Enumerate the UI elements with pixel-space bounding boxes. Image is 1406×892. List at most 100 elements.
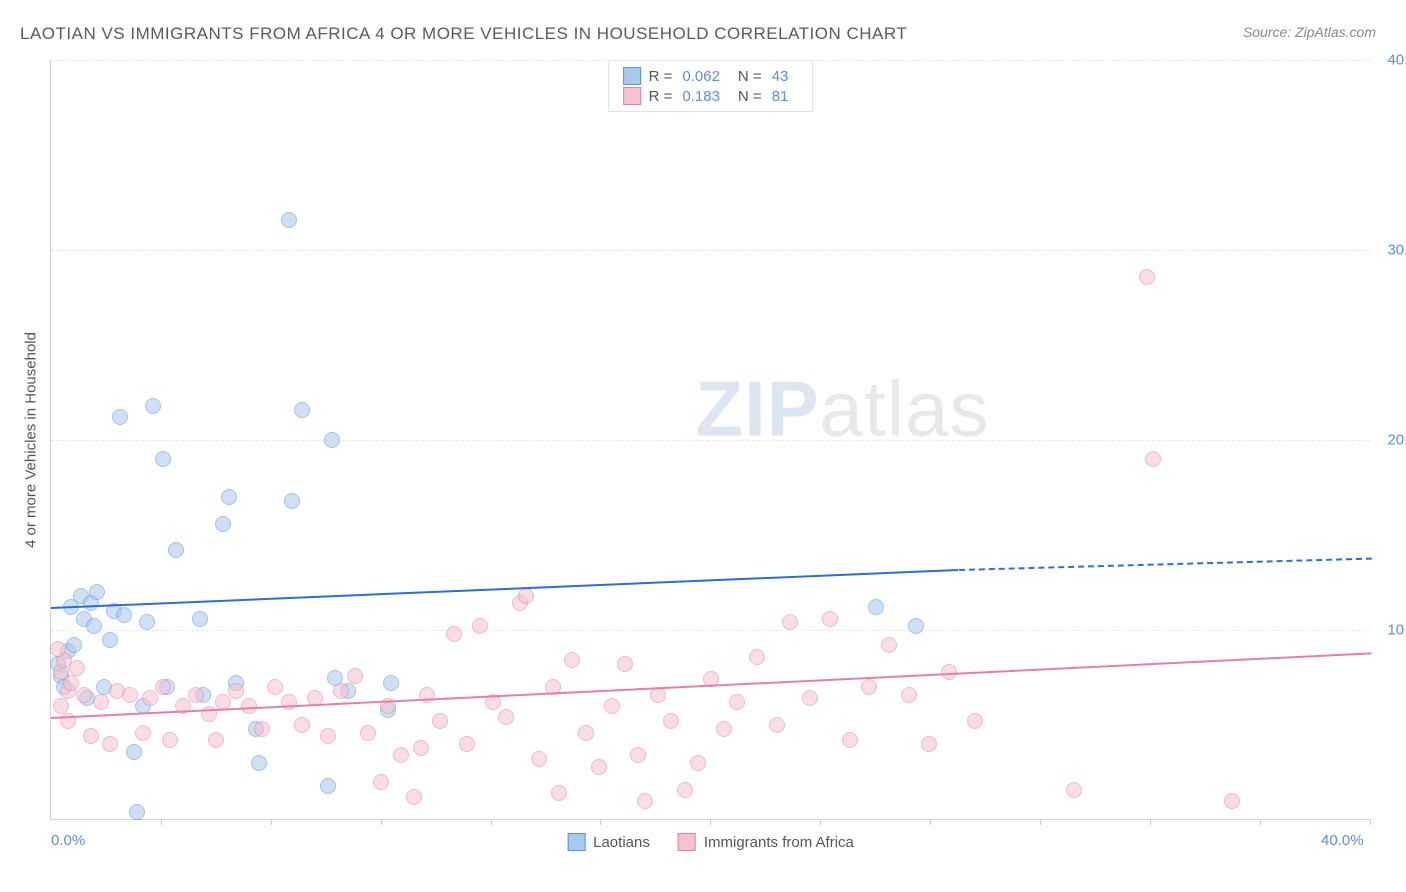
scatter-point (564, 652, 580, 668)
scatter-point (188, 687, 204, 703)
x-minor-tick (1260, 819, 1261, 825)
y-axis-label: 4 or more Vehicles in Household (23, 332, 40, 548)
scatter-point (901, 687, 917, 703)
scatter-point (1224, 793, 1240, 809)
scatter-point (155, 451, 171, 467)
y-tick-label: 20.0% (1375, 432, 1406, 449)
x-minor-tick (930, 819, 931, 825)
scatter-point (802, 690, 818, 706)
scatter-point (162, 732, 178, 748)
scatter-point (677, 782, 693, 798)
scatter-point (383, 675, 399, 691)
scatter-point (406, 789, 422, 805)
scatter-point (102, 632, 118, 648)
y-tick-label: 40.0% (1375, 52, 1406, 69)
scatter-point (472, 618, 488, 634)
scatter-point (93, 694, 109, 710)
scatter-point (360, 725, 376, 741)
scatter-point (881, 637, 897, 653)
scatter-point (69, 660, 85, 676)
scatter-point (320, 728, 336, 744)
scatter-point (294, 717, 310, 733)
scatter-point (254, 721, 270, 737)
grid-line (51, 630, 1370, 631)
scatter-point (749, 649, 765, 665)
scatter-point (842, 732, 858, 748)
legend-label: Laotians (593, 834, 650, 851)
scatter-point (221, 489, 237, 505)
scatter-point (294, 402, 310, 418)
scatter-point (373, 774, 389, 790)
scatter-point (446, 626, 462, 642)
scatter-point (267, 679, 283, 695)
scatter-point (53, 698, 69, 714)
legend-swatch-1 (623, 67, 641, 85)
x-minor-tick (271, 819, 272, 825)
x-tick-label: 0.0% (51, 832, 85, 849)
scatter-point (155, 679, 171, 695)
scatter-point (782, 614, 798, 630)
scatter-point (145, 398, 161, 414)
x-minor-tick (710, 819, 711, 825)
x-minor-tick (820, 819, 821, 825)
scatter-point (630, 747, 646, 763)
scatter-point (663, 713, 679, 729)
scatter-point (393, 747, 409, 763)
scatter-point (228, 683, 244, 699)
scatter-point (868, 599, 884, 615)
scatter-point (1145, 451, 1161, 467)
scatter-point (86, 618, 102, 634)
x-minor-tick (1150, 819, 1151, 825)
scatter-point (281, 212, 297, 228)
legend-row-series-1: R = 0.062 N = 43 (623, 67, 799, 85)
legend-label: Immigrants from Africa (704, 834, 854, 851)
scatter-point (284, 493, 300, 509)
scatter-point (578, 725, 594, 741)
grid-line (51, 440, 1370, 441)
x-tick-label: 40.0% (1321, 832, 1364, 849)
scatter-point (822, 611, 838, 627)
scatter-point (333, 683, 349, 699)
scatter-point (1066, 782, 1082, 798)
scatter-point (215, 516, 231, 532)
scatter-point (50, 641, 66, 657)
grid-line (51, 250, 1370, 251)
scatter-plot-area: ZIPatlas 4 or more Vehicles in Household… (50, 60, 1370, 820)
legend-swatch-laotians (567, 833, 585, 851)
scatter-point (112, 409, 128, 425)
trend-line-extrapolated (958, 558, 1371, 571)
x-minor-tick (381, 819, 382, 825)
scatter-point (324, 432, 340, 448)
scatter-point (591, 759, 607, 775)
scatter-point (63, 675, 79, 691)
scatter-point (192, 611, 208, 627)
scatter-point (498, 709, 514, 725)
scatter-point (66, 637, 82, 653)
scatter-point (126, 744, 142, 760)
scatter-point (89, 584, 105, 600)
y-tick-label: 10.0% (1375, 622, 1406, 639)
x-minor-tick (161, 819, 162, 825)
scatter-point (432, 713, 448, 729)
scatter-point (604, 698, 620, 714)
scatter-point (122, 687, 138, 703)
scatter-point (168, 542, 184, 558)
trend-line (51, 569, 959, 609)
scatter-point (102, 736, 118, 752)
chart-title: LAOTIAN VS IMMIGRANTS FROM AFRICA 4 OR M… (20, 24, 907, 44)
correlation-legend: R = 0.062 N = 43 R = 0.183 N = 81 (608, 60, 814, 112)
grid-line (51, 60, 1370, 61)
scatter-point (142, 690, 158, 706)
scatter-point (1139, 269, 1155, 285)
scatter-point (129, 804, 145, 820)
scatter-point (716, 721, 732, 737)
x-minor-tick (1040, 819, 1041, 825)
legend-item-africa: Immigrants from Africa (678, 833, 854, 851)
legend-item-laotians: Laotians (567, 833, 650, 851)
scatter-point (690, 755, 706, 771)
series-legend: Laotians Immigrants from Africa (567, 833, 854, 851)
scatter-point (281, 694, 297, 710)
scatter-point (413, 740, 429, 756)
scatter-point (518, 588, 534, 604)
scatter-point (116, 607, 132, 623)
